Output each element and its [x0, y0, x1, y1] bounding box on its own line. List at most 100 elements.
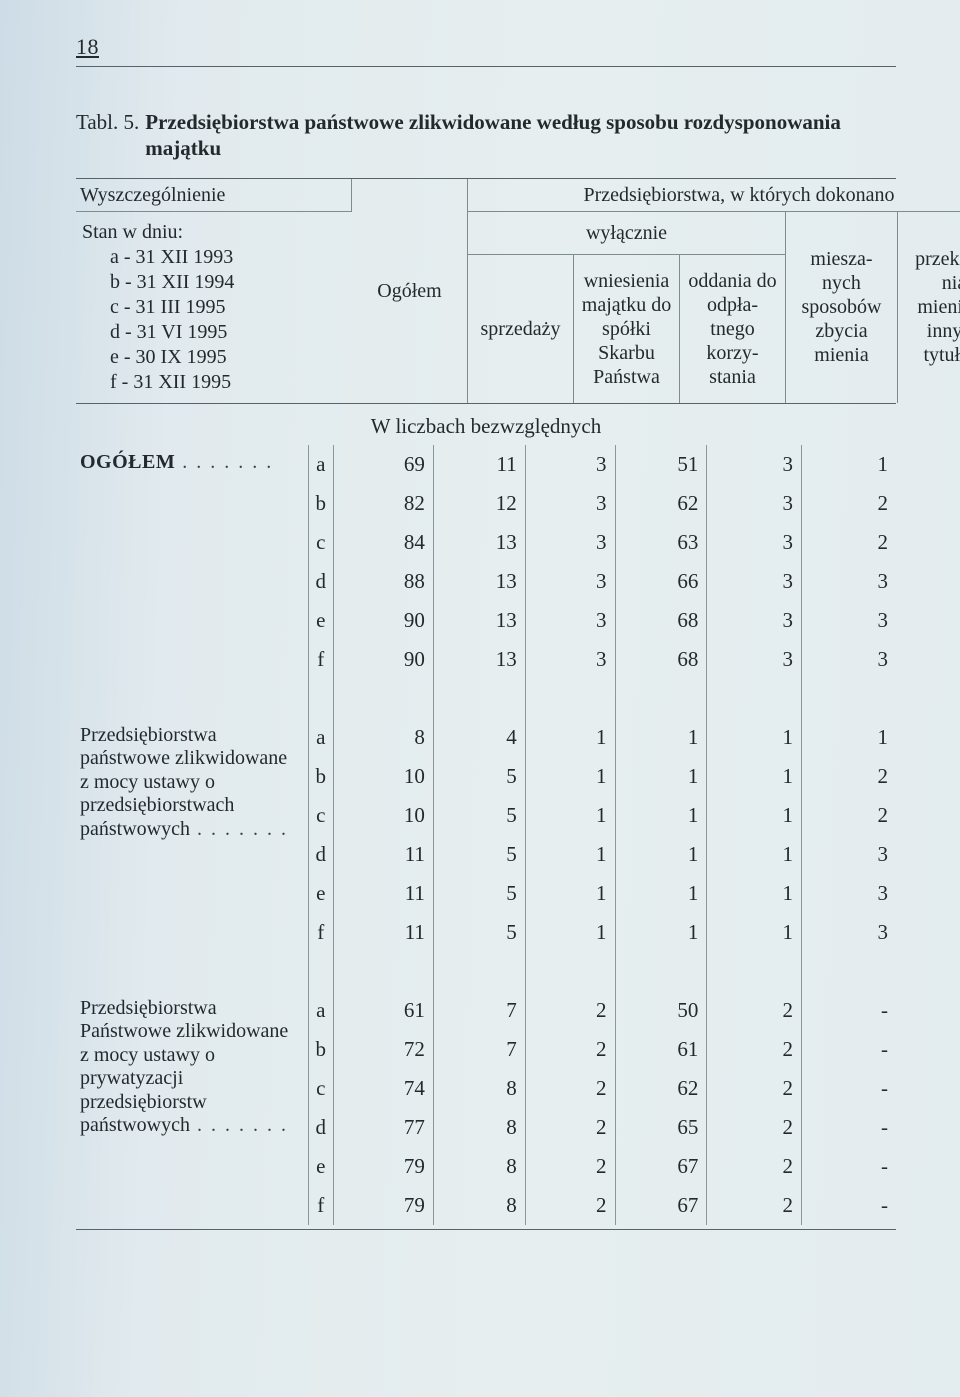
data-cell: 2 [525, 1147, 615, 1186]
header-mieszanych: miesza-nychsposobówzbyciamienia [786, 212, 898, 403]
data-cell: 8 [433, 1069, 525, 1108]
data-cell: 10 [334, 757, 434, 796]
data-cell: 5 [433, 835, 525, 874]
data-cell: 5 [433, 913, 525, 952]
data-cell: 1 [707, 874, 802, 913]
data-cell: 3 [525, 484, 615, 523]
data-cell: 61 [334, 991, 434, 1030]
data-cell: 2 [707, 1030, 802, 1069]
header-dokonano: Przedsiębiorstwa, w których dokonano [468, 179, 960, 212]
data-cell: 50 [615, 991, 707, 1030]
data-cell: 67 [615, 1147, 707, 1186]
table-header: Wyszczególnienie Ogółem Przedsiębiorstwa… [76, 178, 896, 404]
data-cell: 82 [334, 484, 434, 523]
data-cell: 5 [433, 757, 525, 796]
data-cell: 2 [707, 1147, 802, 1186]
row-key: f [308, 640, 334, 679]
data-cell: 3 [801, 562, 896, 601]
data-cell: 2 [525, 1030, 615, 1069]
row-key: e [308, 1147, 334, 1186]
row-key: a [308, 445, 334, 484]
data-cell: 1 [525, 913, 615, 952]
data-cell: 2 [801, 796, 896, 835]
data-cell: 10 [334, 796, 434, 835]
data-cell: 63 [615, 523, 707, 562]
header-date: b - 31 XII 1994 [82, 270, 344, 295]
data-cell: 1 [525, 874, 615, 913]
data-cell: 1 [525, 718, 615, 757]
row-key: b [308, 1030, 334, 1069]
row-key: c [308, 1069, 334, 1108]
data-cell: 77 [334, 1108, 434, 1147]
row-key: d [308, 835, 334, 874]
row-group-label: Przedsiębiorstwa państwowe zlikwidowane … [76, 718, 308, 952]
data-cell: 62 [615, 484, 707, 523]
data-cell: 88 [334, 562, 434, 601]
data-cell: - [801, 1108, 896, 1147]
row-key: b [308, 484, 334, 523]
data-cell: 2 [525, 1108, 615, 1147]
data-cell: 2 [525, 1186, 615, 1225]
data-cell: 72 [334, 1030, 434, 1069]
data-cell: 3 [525, 562, 615, 601]
data-cell: 1 [707, 835, 802, 874]
table-row: Przedsiębiorstwa Państwowe zlikwidowane … [76, 991, 896, 1030]
data-cell: 1 [707, 796, 802, 835]
scanned-page: 18 Tabl. 5. Przedsiębiorstwa państwowe z… [0, 0, 960, 1397]
data-cell: 13 [433, 523, 525, 562]
data-cell: 1 [615, 874, 707, 913]
data-cell: - [801, 1069, 896, 1108]
data-cell: 90 [334, 640, 434, 679]
data-cell: 3 [525, 445, 615, 484]
data-cell: 1 [525, 796, 615, 835]
data-cell: - [801, 1147, 896, 1186]
data-cell: 3 [801, 835, 896, 874]
data-cell: - [801, 1030, 896, 1069]
data-cell: 11 [334, 874, 434, 913]
data-cell: 1 [615, 718, 707, 757]
data-cell: 3 [707, 640, 802, 679]
data-cell: 13 [433, 562, 525, 601]
data-cell: 79 [334, 1147, 434, 1186]
row-key: f [308, 913, 334, 952]
data-cell: 84 [334, 523, 434, 562]
data-cell: 2 [707, 1069, 802, 1108]
data-cell: 5 [433, 796, 525, 835]
data-cell: 1 [707, 718, 802, 757]
data-cell: 69 [334, 445, 434, 484]
data-cell: 8 [433, 1186, 525, 1225]
row-key: c [308, 523, 334, 562]
row-key: b [308, 757, 334, 796]
data-cell: 7 [433, 1030, 525, 1069]
data-table: OGÓŁEMa691135131b821236232c841336332d881… [76, 445, 896, 1225]
data-cell: 61 [615, 1030, 707, 1069]
data-cell: 68 [615, 640, 707, 679]
page-number: 18 [76, 34, 896, 60]
data-cell: 1 [801, 718, 896, 757]
top-rule [76, 66, 896, 67]
data-cell: 3 [707, 601, 802, 640]
data-cell: 66 [615, 562, 707, 601]
row-key: e [308, 601, 334, 640]
data-cell: 4 [433, 718, 525, 757]
table-title: Przedsiębiorstwa państwowe zlikwidowane … [145, 109, 896, 162]
header-wyszczegolnienie: Wyszczególnienie [76, 179, 352, 212]
row-group-label: Przedsiębiorstwa Państwowe zlikwidowane … [76, 991, 308, 1225]
data-cell: 51 [615, 445, 707, 484]
bottom-rule [76, 1229, 896, 1230]
header-stan: Stan w dniu: [82, 220, 344, 245]
header-przekazania: przekaza-niamienia zinnychtytułów [898, 212, 960, 403]
data-cell: 2 [707, 1108, 802, 1147]
data-cell: 74 [334, 1069, 434, 1108]
row-key: c [308, 796, 334, 835]
data-cell: 68 [615, 601, 707, 640]
data-cell: 11 [334, 913, 434, 952]
row-key: a [308, 718, 334, 757]
table-label: Tabl. 5. [76, 109, 139, 162]
header-wniesienia: wniesieniamajątku dospółkiSkarbuPaństwa [574, 255, 680, 403]
header-oddania: oddania doodpła-tnegokorzy-stania [680, 255, 786, 403]
data-cell: 11 [433, 445, 525, 484]
data-cell: 1 [801, 445, 896, 484]
row-group-label: OGÓŁEM [76, 445, 308, 679]
header-date: a - 31 XII 1993 [82, 245, 344, 270]
